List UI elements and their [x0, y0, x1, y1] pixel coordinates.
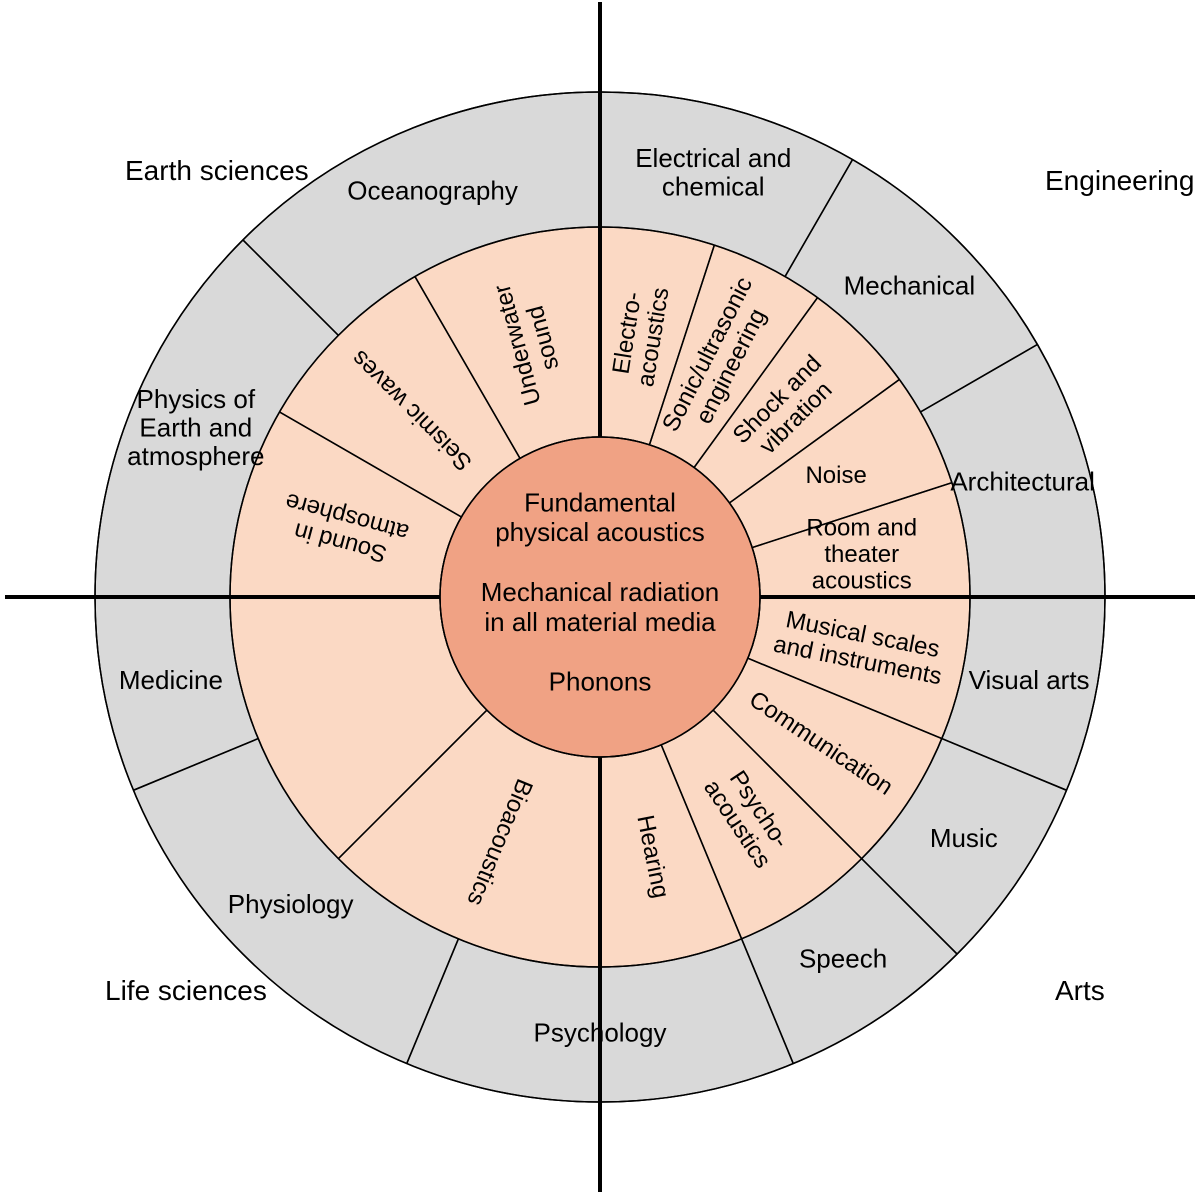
acoustics-wheel-diagram: Fundamentalphysical acoustics Mechanical …	[0, 0, 1200, 1194]
outer-segment-label-9-line: Physics of	[137, 384, 256, 414]
core-label-line: in all material media	[484, 607, 716, 637]
outer-segment-label-4: Music	[930, 823, 998, 853]
outer-segment-label-2: Architectural	[950, 467, 1095, 497]
corner-label-1: Arts	[1055, 975, 1105, 1006]
outer-segment-label-3: Visual arts	[969, 665, 1090, 695]
outer-segment-label-2-line: Architectural	[950, 467, 1095, 497]
outer-segment-label-1: Mechanical	[844, 271, 976, 301]
mid-segment-label-3: Noise	[805, 462, 866, 489]
core-label-line: Phonons	[549, 667, 652, 697]
mid-segment-label-3-line: Noise	[805, 462, 866, 489]
outer-segment-label-9-line: atmosphere	[127, 441, 264, 471]
mid-segment-label-4-line: theater	[824, 541, 899, 568]
outer-segment-label-5-line: Speech	[799, 944, 887, 974]
outer-segment-label-0-line: chemical	[662, 172, 765, 202]
mid-segment-label-4-line: acoustics	[812, 567, 912, 594]
outer-segment-label-1-line: Mechanical	[844, 271, 976, 301]
outer-segment-label-9: Physics ofEarth andatmosphere	[127, 384, 264, 471]
outer-segment-label-7-line: Physiology	[228, 889, 354, 919]
corner-label-3: Earth sciences	[125, 155, 309, 186]
outer-segment-label-0-line: Electrical and	[635, 143, 791, 173]
outer-segment-label-4-line: Music	[930, 823, 998, 853]
mid-segment-label-4-line: Room and	[806, 514, 917, 541]
core-label-line: Fundamental	[524, 487, 676, 517]
corner-label-2: Life sciences	[105, 975, 267, 1006]
outer-segment-label-8-line: Medicine	[119, 665, 223, 695]
outer-segment-label-9-line: Earth and	[139, 412, 252, 442]
outer-segment-label-10: Oceanography	[347, 176, 518, 206]
outer-segment-label-6-line: Psychology	[534, 1017, 667, 1047]
core-label-line: physical acoustics	[495, 517, 705, 547]
outer-segment-label-5: Speech	[799, 944, 887, 974]
outer-segment-label-3-line: Visual arts	[969, 665, 1090, 695]
core-label-line: Mechanical radiation	[481, 577, 719, 607]
outer-segment-label-8: Medicine	[119, 665, 223, 695]
outer-segment-label-7: Physiology	[228, 889, 354, 919]
outer-segment-label-6: Psychology	[534, 1017, 667, 1047]
outer-segment-label-10-line: Oceanography	[347, 176, 518, 206]
corner-label-0: Engineering	[1045, 165, 1194, 196]
